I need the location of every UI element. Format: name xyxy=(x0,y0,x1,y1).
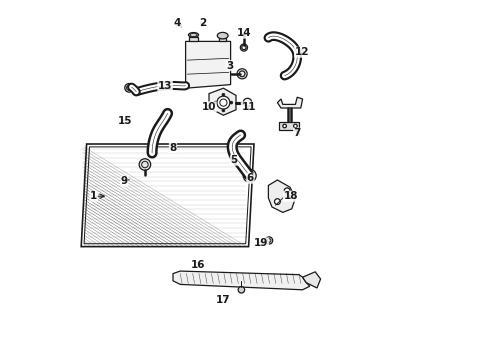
Ellipse shape xyxy=(214,101,217,104)
Text: 12: 12 xyxy=(294,47,309,57)
Ellipse shape xyxy=(222,109,225,112)
Text: 1: 1 xyxy=(90,191,98,201)
Polygon shape xyxy=(277,97,303,108)
Ellipse shape xyxy=(294,124,297,128)
Ellipse shape xyxy=(189,32,198,37)
Text: 15: 15 xyxy=(118,116,133,126)
Polygon shape xyxy=(209,88,236,115)
Text: 19: 19 xyxy=(254,238,269,248)
Ellipse shape xyxy=(243,169,256,182)
Polygon shape xyxy=(173,271,310,290)
Polygon shape xyxy=(279,122,299,130)
Ellipse shape xyxy=(283,124,286,128)
Text: 4: 4 xyxy=(174,18,181,28)
Text: 17: 17 xyxy=(216,294,231,305)
Text: 11: 11 xyxy=(242,102,256,112)
Bar xyxy=(189,37,198,41)
Text: 16: 16 xyxy=(191,260,205,270)
Ellipse shape xyxy=(230,101,233,104)
Bar xyxy=(219,38,226,41)
Text: 9: 9 xyxy=(121,176,128,186)
Text: 2: 2 xyxy=(199,18,206,28)
Polygon shape xyxy=(269,180,295,212)
Ellipse shape xyxy=(125,84,133,92)
Polygon shape xyxy=(303,272,320,288)
Text: 18: 18 xyxy=(284,191,298,201)
Ellipse shape xyxy=(217,96,230,109)
Ellipse shape xyxy=(217,32,228,39)
Ellipse shape xyxy=(222,93,225,96)
Text: 14: 14 xyxy=(237,28,251,38)
Text: 3: 3 xyxy=(226,60,233,71)
Text: 10: 10 xyxy=(202,102,216,112)
Text: 7: 7 xyxy=(294,128,301,138)
Ellipse shape xyxy=(243,98,252,107)
Ellipse shape xyxy=(284,188,290,194)
Polygon shape xyxy=(186,41,231,88)
Text: 8: 8 xyxy=(170,143,176,153)
Text: 13: 13 xyxy=(158,81,172,91)
Ellipse shape xyxy=(238,287,245,293)
Ellipse shape xyxy=(240,44,247,51)
Text: 6: 6 xyxy=(247,173,254,183)
Text: 5: 5 xyxy=(231,155,238,165)
Ellipse shape xyxy=(274,199,280,204)
Polygon shape xyxy=(81,144,254,247)
Ellipse shape xyxy=(139,159,151,170)
Ellipse shape xyxy=(266,237,273,244)
Ellipse shape xyxy=(237,69,247,79)
